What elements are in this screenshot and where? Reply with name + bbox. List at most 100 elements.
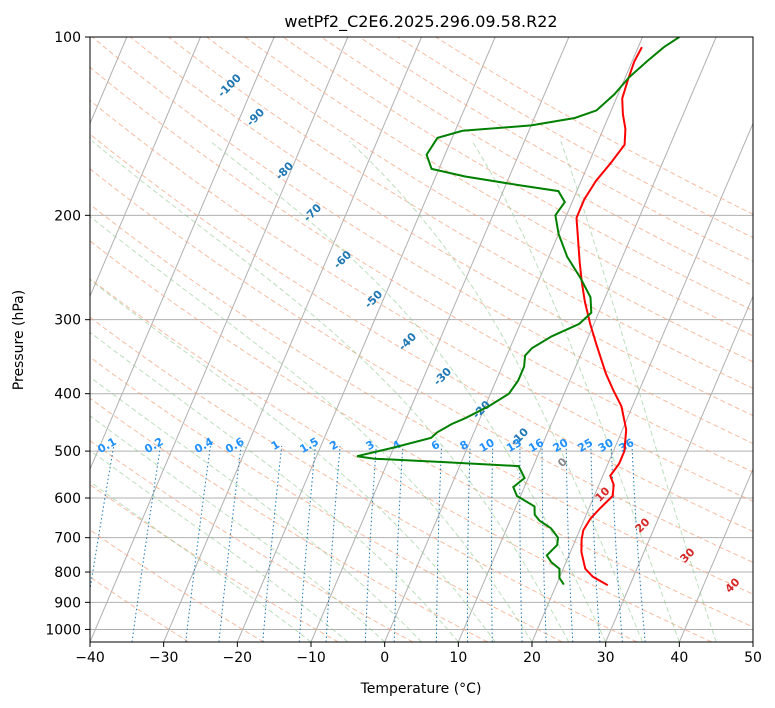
mixing-ratio-line	[325, 445, 341, 642]
moist-adiabat	[471, 141, 680, 642]
x-tick-label: 50	[744, 650, 762, 666]
moist-adiabat	[90, 376, 422, 642]
dry-adiabat	[90, 66, 753, 473]
dry-adiabat	[91, 37, 753, 445]
isotherm-line	[678, 467, 753, 642]
mixing-ratio-line	[298, 445, 316, 642]
dry-adiabat	[90, 203, 753, 595]
dry-adiabat	[90, 576, 190, 642]
mixing-ratio-line	[466, 445, 471, 642]
moist-adiabat-label: 0	[555, 455, 570, 470]
y-tick-label: 200	[54, 208, 81, 224]
chart-title: wetPf2_C2E6.2025.296.09.58.R22	[284, 12, 557, 32]
mixing-ratio-line	[364, 445, 377, 642]
mixing-ratio-label: 36	[617, 436, 637, 455]
x-tick-label: 10	[449, 650, 467, 666]
moist-adiabat	[90, 215, 533, 642]
isotherm-line	[457, 37, 717, 642]
x-axis: −40 −30 −20 −10 0 10 20 30 40 50	[75, 642, 762, 666]
dry-adiabat-label: -60	[331, 248, 354, 271]
dry-adiabat	[90, 440, 414, 642]
isotherm-line	[605, 295, 753, 642]
dewpoint-line	[356, 37, 680, 586]
x-tick-label: 30	[597, 650, 615, 666]
y-tick-label: 400	[54, 387, 81, 403]
y-tick-label: 800	[54, 565, 81, 581]
isotherm-line	[163, 37, 422, 642]
mixing-ratio-line	[185, 445, 211, 642]
dry-adiabat	[90, 483, 339, 642]
temperature-line	[575, 46, 643, 587]
dry-adiabat-label: -50	[362, 288, 385, 311]
y-axis-label: Pressure (hPa)	[11, 290, 27, 390]
dry-adiabat	[90, 278, 712, 642]
moist-adiabat	[90, 279, 496, 642]
y-axis: 100 200 300 400 500 600 700 800 900 1000	[45, 30, 90, 638]
dry-adiabat	[90, 133, 753, 533]
x-tick-label: 20	[523, 650, 541, 666]
mixing-ratio-label: 0.6	[223, 435, 247, 456]
moist-adiabat	[560, 141, 717, 642]
dry-adiabat	[90, 397, 488, 642]
isotherm-line	[90, 37, 349, 642]
isotherm-line	[384, 37, 643, 642]
dry-adiabat	[244, 37, 753, 337]
x-tick-label: −20	[223, 650, 253, 666]
plot-area: 0.1 0.2 0.4 0.6 1 1.5 2 3 4 6 8 10 13 16 20 25 30 36-100-…	[90, 37, 753, 642]
x-tick-label: 40	[670, 650, 688, 666]
moist-adiabat	[90, 449, 349, 642]
axes-frame	[89, 36, 754, 643]
y-tick-label: 500	[54, 444, 81, 460]
x-tick-label: 0	[380, 650, 389, 666]
isotherm-line	[752, 640, 753, 642]
mixing-ratio-line	[90, 445, 115, 593]
mixing-ratio-label: 0.1	[95, 435, 118, 456]
y-tick-label: 900	[54, 595, 81, 611]
moist-adiabat-label: 30	[678, 545, 698, 565]
mixing-ratio-line	[565, 445, 574, 642]
moist-adiabat	[92, 140, 570, 642]
dry-adiabat	[90, 529, 264, 642]
dry-adiabat-label: -70	[301, 201, 324, 224]
y-tick-label: 100	[54, 30, 81, 46]
y-tick-label: 600	[54, 491, 81, 507]
dry-adiabat	[90, 356, 563, 642]
mixing-ratio-line	[262, 445, 283, 642]
moist-adiabat-label: 40	[723, 575, 743, 595]
isotherm-line	[90, 37, 275, 471]
isotherm-line	[90, 37, 201, 298]
plot-frame	[89, 36, 754, 643]
mixing-ratio-label: 25	[575, 436, 595, 455]
dry-adiabat	[282, 37, 753, 312]
mixing-ratio-label: 20	[551, 436, 571, 455]
x-axis-label: Temperature (°C)	[360, 681, 482, 697]
mixing-ratio-line	[218, 445, 242, 642]
dry-adiabat-label: -80	[273, 159, 296, 182]
y-tick-label: 700	[54, 531, 81, 547]
mixing-ratio-line	[631, 445, 646, 642]
moist-adiabat	[90, 481, 312, 642]
moist-adiabat	[90, 331, 459, 642]
mixing-ratio-line	[541, 445, 547, 642]
x-tick-label: −10	[296, 650, 326, 666]
mixing-ratio-label: 10	[477, 436, 497, 455]
mixing-ratio-line	[491, 445, 494, 642]
mixing-ratio-line	[435, 445, 443, 642]
dry-adiabat	[206, 37, 753, 363]
dry-adiabat	[90, 99, 753, 502]
mixing-ratio-line	[590, 445, 601, 642]
mixing-ratio-line	[610, 445, 623, 642]
isotherm-line	[236, 37, 496, 642]
y-tick-label: 300	[54, 313, 81, 329]
isotherm-line	[531, 122, 753, 642]
dry-adiabat	[90, 316, 638, 642]
mixing-ratio-label: 0.4	[192, 435, 216, 456]
x-tick-label: −40	[75, 650, 105, 666]
moist-adiabat	[349, 140, 643, 642]
y-tick-label: 1000	[45, 622, 81, 638]
x-tick-label: −30	[149, 650, 179, 666]
dry-adiabat	[90, 240, 753, 628]
moist-adiabat	[209, 140, 607, 642]
dry-adiabat-label: -40	[396, 330, 419, 353]
